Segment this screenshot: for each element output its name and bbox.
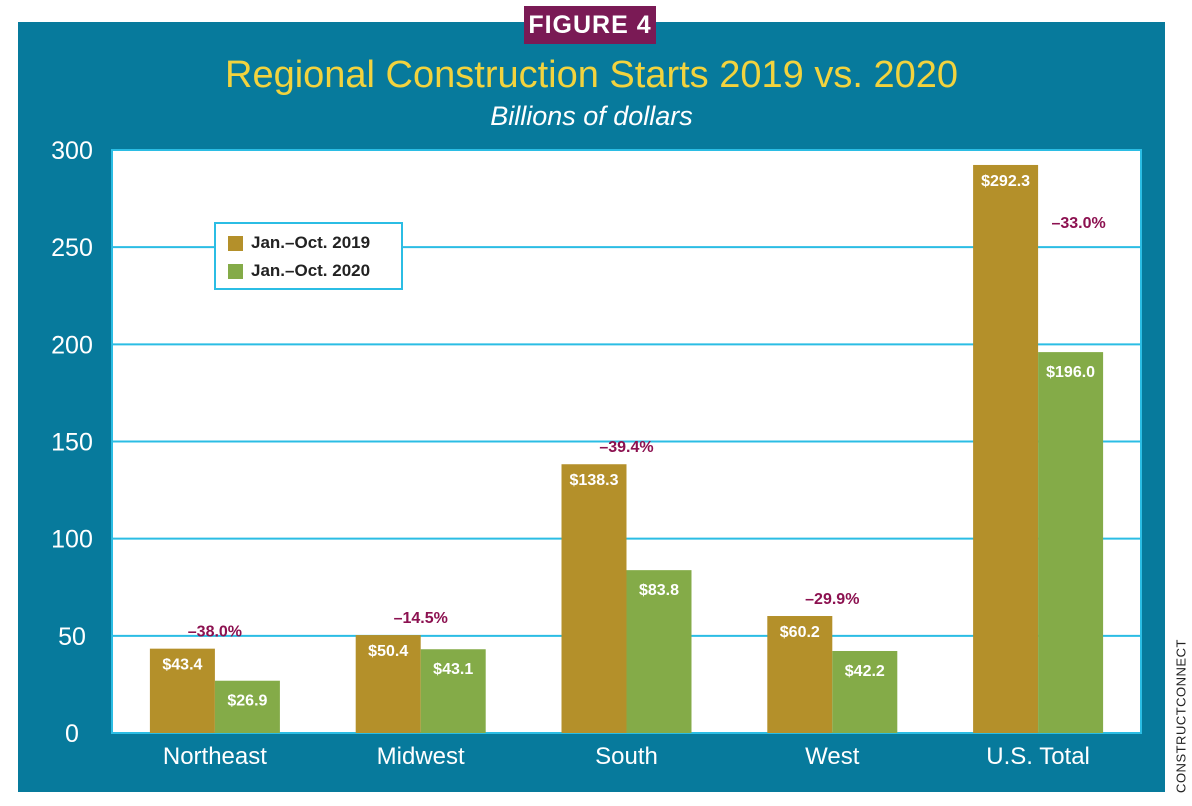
chart-legend: Jan.–Oct. 2019 Jan.–Oct. 2020 [214, 222, 403, 290]
bar-2020 [1038, 352, 1104, 733]
x-category-label: Midwest [377, 743, 465, 770]
bar-value-label-2020: $26.9 [227, 693, 267, 710]
y-tick-label: 200 [51, 331, 93, 359]
bar-2020 [214, 680, 280, 733]
bar-value-label-2019: $43.4 [162, 657, 202, 674]
legend-swatch-2019 [228, 235, 243, 251]
bar-value-label-2020: $83.8 [639, 582, 679, 599]
percent-change-label: –33.0% [1051, 215, 1105, 232]
legend-item-2019: Jan.–Oct. 2019 [228, 232, 370, 254]
bar-value-label-2019: $292.3 [981, 173, 1030, 190]
chart-subtitle: Billions of dollars [490, 101, 693, 131]
y-tick-label: 300 [51, 137, 93, 165]
figure-label: FIGURE 4 [524, 6, 656, 44]
bar-value-label-2019: $138.3 [570, 472, 619, 489]
credit-text: CONSTRUCTCONNECT [1166, 639, 1192, 793]
y-tick-label: 150 [51, 429, 93, 457]
percent-change-label: –29.9% [805, 591, 859, 608]
bar-value-label-2020: $43.1 [433, 661, 473, 678]
y-tick-label: 0 [65, 720, 79, 748]
percent-change-label: –38.0% [188, 624, 242, 641]
bar-value-label-2020: $42.2 [845, 663, 885, 680]
x-category-label: U.S. Total [986, 743, 1090, 770]
bar-value-label-2019: $50.4 [368, 643, 408, 660]
x-category-label: Northeast [163, 743, 267, 770]
legend-label-2019: Jan.–Oct. 2019 [251, 233, 371, 252]
bar-value-label-2020: $196.0 [1046, 364, 1095, 381]
legend-label-2020: Jan.–Oct. 2020 [251, 261, 371, 280]
y-tick-label: 100 [51, 526, 93, 554]
bar-value-label-2019: $60.2 [780, 624, 820, 641]
bar-2019 [767, 616, 833, 733]
bar-2020 [626, 570, 692, 733]
bar-2019 [149, 648, 215, 733]
bar-2020 [420, 649, 486, 733]
legend-swatch-2020 [228, 263, 243, 279]
percent-change-label: –14.5% [394, 610, 448, 627]
credit-label: CONSTRUCTCONNECT [1173, 639, 1189, 793]
percent-change-label: –39.4% [599, 439, 653, 456]
y-tick-label: 50 [58, 623, 86, 651]
x-category-label: South [595, 743, 658, 770]
chart-title: Regional Construction Starts 2019 vs. 20… [225, 54, 958, 96]
bar-2019 [973, 164, 1039, 733]
bar-2019 [355, 635, 421, 733]
x-category-label: West [805, 743, 860, 770]
y-tick-label: 250 [51, 234, 93, 262]
bar-2020 [832, 650, 898, 733]
legend-item-2020: Jan.–Oct. 2020 [228, 260, 370, 282]
bar-2019 [561, 464, 627, 733]
